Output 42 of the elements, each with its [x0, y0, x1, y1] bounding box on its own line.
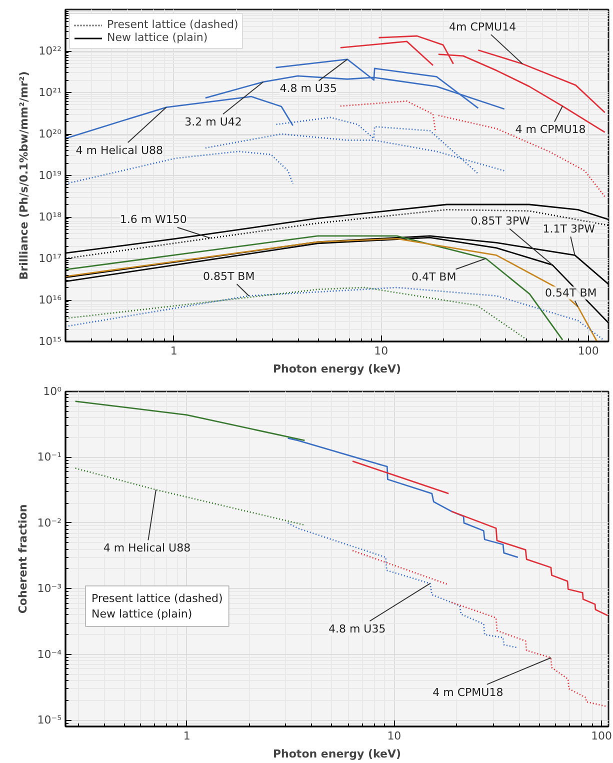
annotation: 4 m CPMU18	[515, 123, 586, 136]
x-tick-label: 10	[374, 344, 388, 358]
y-tick-label: 10⁻¹	[37, 450, 62, 464]
annotation: 4 m Helical U88	[103, 542, 191, 555]
x-axis-title: Photon energy (keV)	[272, 748, 402, 760]
annotation: 4m CPMU14	[449, 20, 516, 34]
y-axis-title: Brilliance (Ph/s/0.1%bw/mm²/mr²)	[18, 71, 31, 280]
y-tick-label: 10⁻⁴	[37, 648, 62, 661]
annotation: 4.8 m U35	[280, 82, 337, 96]
annotation: 0.4T BM	[411, 270, 456, 284]
y-tick-label: 10¹⁹	[38, 169, 62, 182]
y-tick-label: 10¹⁸	[38, 210, 62, 224]
annotation: 1.1T 3PW	[542, 222, 596, 236]
annotation: 0.54T BM	[545, 286, 597, 300]
y-axis-title: Coherent fraction	[16, 504, 30, 614]
x-tick-label: 10	[387, 730, 402, 742]
annotation: 0.85T BM	[202, 270, 255, 283]
y-tick-label: 10¹⁷	[38, 252, 62, 265]
y-tick-label: 10⁰	[43, 385, 62, 398]
annotation: 4 m Helical U88	[76, 144, 163, 157]
y-tick-label: 10²⁰	[38, 128, 62, 140]
y-tick-label: 10⁻⁵	[37, 714, 62, 727]
y-tick-label: 10¹⁵	[38, 335, 62, 348]
y-tick-label: 10⁻²	[37, 516, 62, 530]
x-axis-title: Photon energy (keV)	[272, 362, 402, 376]
y-tick-label: 10¹⁶	[38, 294, 62, 306]
x-tick-label: 100	[578, 344, 599, 358]
annotation: Present lattice (dashed)	[92, 592, 223, 605]
y-tick-label: 10⁻³	[37, 582, 62, 596]
legend-label: New lattice (plain)	[107, 31, 208, 44]
annotation: New lattice (plain)	[92, 608, 192, 620]
annotation: 4 m CPMU18	[432, 686, 504, 699]
annotation: 0.85T 3PW	[470, 214, 530, 228]
x-tick-label: 1	[183, 730, 190, 742]
annotation: 1.6 m W150	[120, 213, 187, 226]
annotation: 3.2 m U42	[184, 115, 242, 128]
x-tick-label: 1	[170, 344, 178, 358]
y-tick-label: 10²¹	[38, 86, 62, 99]
legend-label: Present lattice (dashed)	[107, 18, 238, 31]
x-tick-label: 100	[591, 730, 612, 742]
y-tick-label: 10²²	[38, 44, 62, 58]
annotation: 4.8 m U35	[328, 622, 386, 636]
